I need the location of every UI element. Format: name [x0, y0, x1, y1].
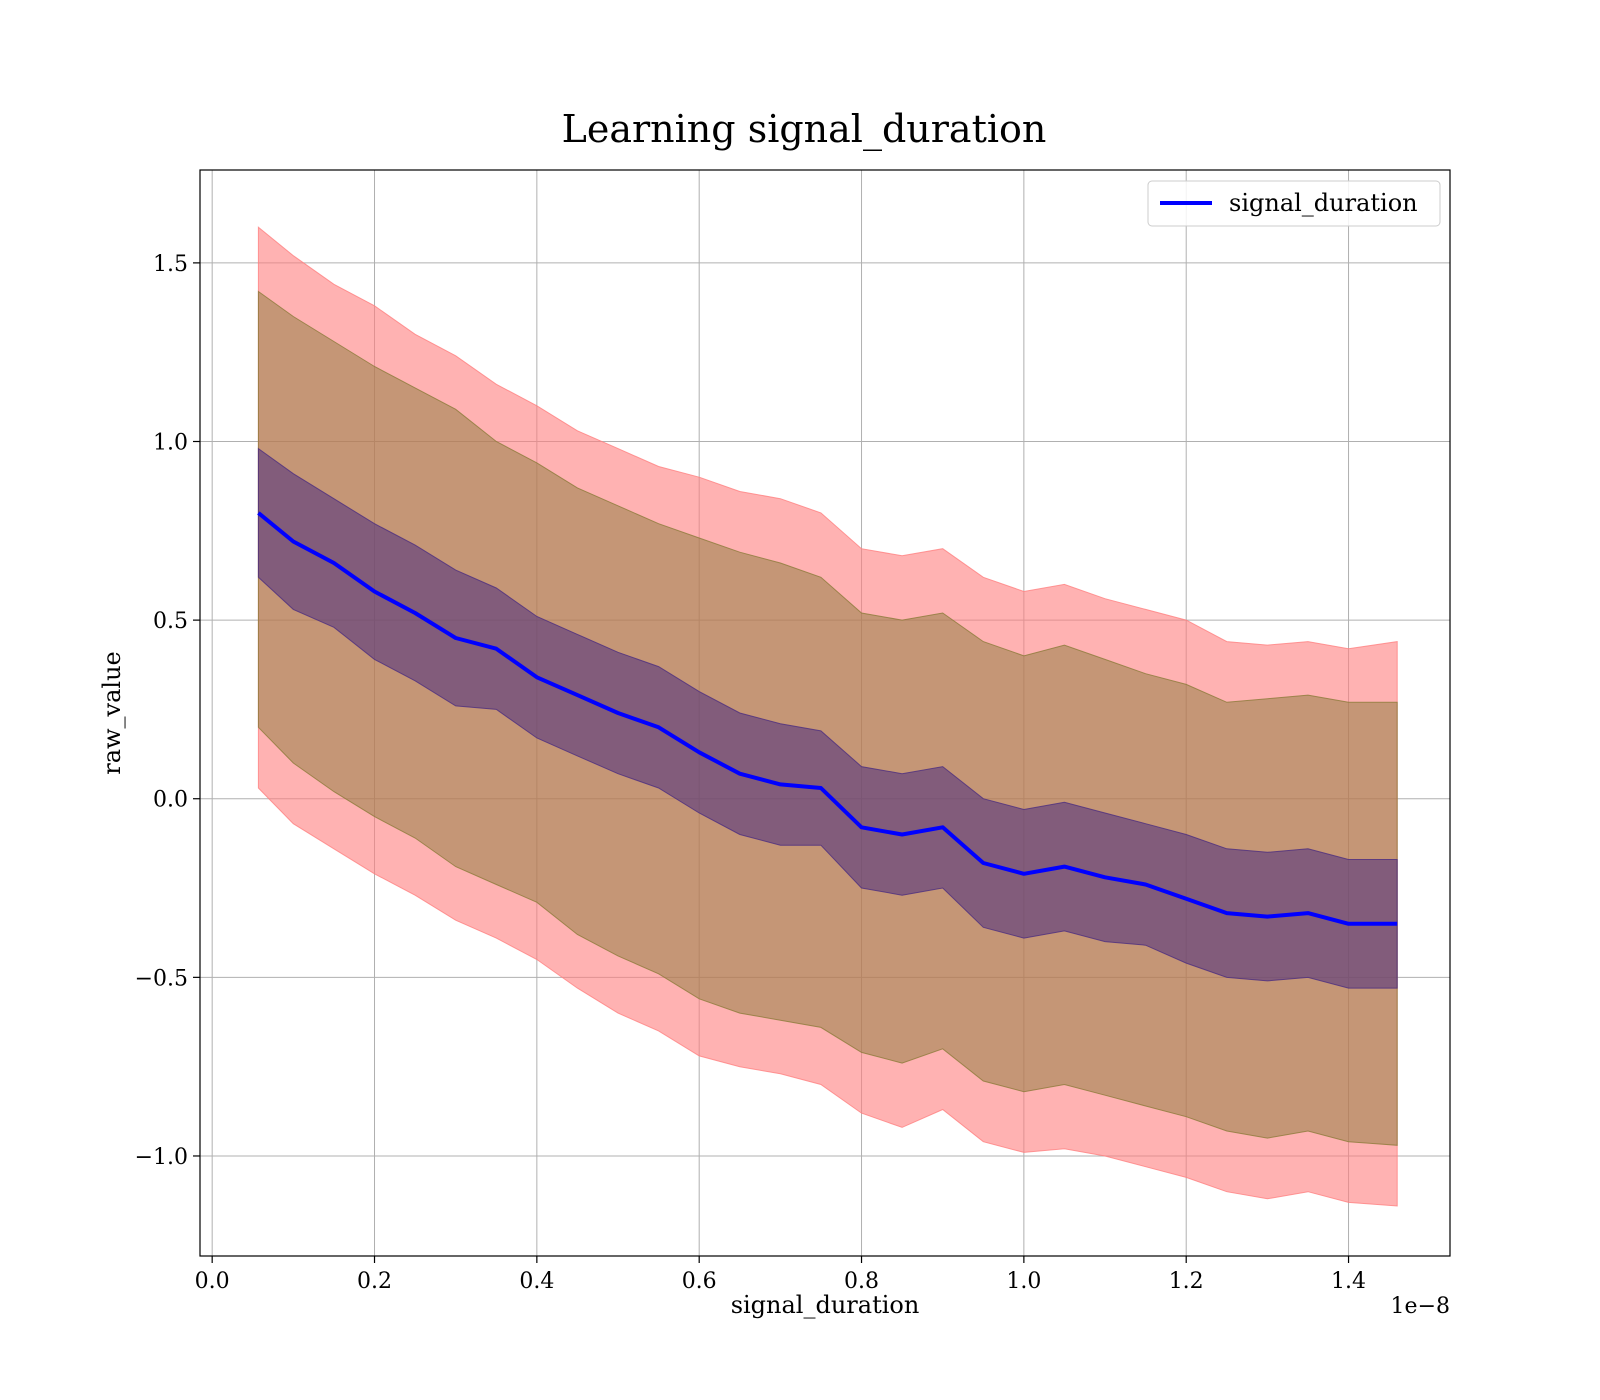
y-axis-label: raw_value: [98, 651, 126, 775]
x-tick-label: 1.0: [1006, 1269, 1041, 1294]
x-tick-label: 1.4: [1331, 1269, 1366, 1294]
series-lines: [257, 511, 1398, 926]
legend: signal_duration: [1147, 180, 1441, 227]
x-tick-label: 0.0: [195, 1269, 230, 1294]
y-axis-ticks: −1.0 −0.5 0.0 0.5 1.0 1.5: [135, 252, 200, 1170]
y-tick-label: −1.0: [135, 1145, 188, 1170]
x-tick-label: 0.4: [519, 1269, 554, 1294]
y-tick-label: 1.0: [153, 431, 188, 456]
y-tick-label: 0.0: [153, 788, 188, 813]
legend-box: [1147, 180, 1441, 227]
y-tick-label: −0.5: [135, 966, 188, 991]
x-tick-label: 0.2: [357, 1269, 392, 1294]
y-tick-label: 1.5: [153, 252, 188, 277]
plot-frame: [199, 169, 1451, 1257]
y-tick-label: 0.5: [153, 609, 188, 634]
x-tick-label: 0.8: [844, 1269, 879, 1294]
band-2: [257, 447, 1398, 989]
x-axis-label: signal_duration: [731, 1291, 920, 1319]
x-axis-ticks: 0.0 0.2 0.4 0.6 0.8 1.0 1.2 1.4: [195, 1256, 1366, 1294]
legend-label: signal_duration: [1229, 189, 1418, 217]
x-tick-label: 1.2: [1169, 1269, 1204, 1294]
chart-title: Learning signal_duration: [562, 107, 1047, 152]
x-axis-offset-label: 1e−8: [1391, 1294, 1450, 1319]
x-tick-label: 0.6: [682, 1269, 717, 1294]
confidence-bands: [257, 226, 1398, 1207]
series-line-0: [257, 511, 1398, 926]
